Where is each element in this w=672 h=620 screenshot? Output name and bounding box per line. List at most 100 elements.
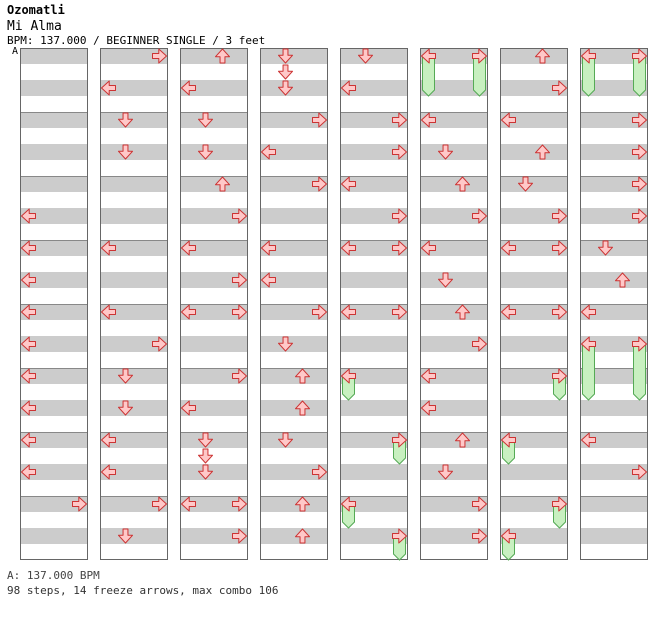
arrow-left <box>581 432 596 448</box>
column-border <box>420 48 488 560</box>
arrow-down <box>438 272 453 288</box>
arrow-right <box>632 112 647 128</box>
arrow-down <box>198 448 213 464</box>
arrow-right <box>152 48 167 64</box>
arrow-right <box>632 144 647 160</box>
beat-stripe <box>580 240 648 256</box>
arrow-head <box>278 48 293 64</box>
beat-stripe <box>420 336 488 352</box>
beat-stripe <box>100 208 168 224</box>
arrow-head <box>455 304 470 320</box>
beat-stripe <box>180 432 248 448</box>
beat-stripe <box>100 496 168 512</box>
arrow-head <box>501 112 516 128</box>
column-border <box>500 48 568 560</box>
beat-stripe <box>260 144 328 160</box>
beat-stripe <box>100 304 168 320</box>
beat-stripe <box>180 48 248 64</box>
arrow-head <box>21 208 36 224</box>
beat-stripe <box>180 304 248 320</box>
beat-stripe <box>180 112 248 128</box>
arrow-head <box>232 304 247 320</box>
column-border <box>20 48 88 560</box>
beat-stripe <box>420 464 488 480</box>
column-border <box>340 48 408 560</box>
arrow-head <box>472 336 487 352</box>
beat-stripe <box>340 432 408 448</box>
arrow-head <box>215 176 230 192</box>
arrow-down <box>278 432 293 448</box>
beat-stripe <box>180 80 248 96</box>
beat-stripe <box>260 80 328 96</box>
beat-stripe <box>340 80 408 96</box>
arrow-head <box>118 400 133 416</box>
beat-stripe <box>340 304 408 320</box>
beat-stripe <box>180 240 248 256</box>
beat-stripe <box>580 464 648 480</box>
beat-stripe <box>100 336 168 352</box>
beat-stripe <box>580 304 648 320</box>
arrow-left <box>581 304 596 320</box>
arrow-left <box>421 368 436 384</box>
arrow-head <box>472 496 487 512</box>
arrow-head <box>472 208 487 224</box>
beat-stripe <box>20 400 88 416</box>
arrow-right <box>232 304 247 320</box>
arrow-left <box>101 432 116 448</box>
beat-stripe <box>20 528 88 544</box>
beat-stripe <box>180 176 248 192</box>
arrow-head <box>341 176 356 192</box>
beat-stripe <box>580 368 648 384</box>
arrow-down <box>118 112 133 128</box>
beat-stripe <box>260 176 328 192</box>
arrow-head <box>501 304 516 320</box>
arrow-left <box>181 80 196 96</box>
arrow-left <box>421 400 436 416</box>
arrow-left <box>21 464 36 480</box>
beat-stripe <box>100 272 168 288</box>
arrow-head <box>552 208 567 224</box>
arrow-head <box>181 80 196 96</box>
arrow-right <box>312 464 327 480</box>
beat-stripe <box>260 400 328 416</box>
arrow-head <box>421 48 436 64</box>
arrow-head <box>181 304 196 320</box>
arrow-head <box>632 208 647 224</box>
beat-stripe <box>420 48 488 64</box>
arrow-down <box>118 400 133 416</box>
arrow-head <box>421 368 436 384</box>
beat-stripe <box>260 496 328 512</box>
arrow-up <box>215 176 230 192</box>
arrow-right <box>552 304 567 320</box>
beat-stripe <box>20 48 88 64</box>
arrow-left <box>421 240 436 256</box>
arrow-head <box>198 432 213 448</box>
arrow-left <box>341 240 356 256</box>
arrow-left <box>21 432 36 448</box>
arrow-head <box>118 112 133 128</box>
beat-stripe <box>20 112 88 128</box>
arrow-head <box>21 240 36 256</box>
arrow-left <box>421 112 436 128</box>
freeze-arrow-right <box>632 48 647 97</box>
freeze-arrow-left <box>501 432 516 465</box>
beat-stripe <box>340 272 408 288</box>
arrow-left <box>261 240 276 256</box>
arrow-right <box>472 336 487 352</box>
arrow-up <box>455 304 470 320</box>
arrow-right <box>152 496 167 512</box>
beat-stripe <box>420 368 488 384</box>
arrow-head <box>261 240 276 256</box>
beat-stripe <box>20 432 88 448</box>
arrow-down <box>198 112 213 128</box>
beat-stripe <box>580 208 648 224</box>
arrow-right <box>472 528 487 544</box>
arrow-down <box>118 368 133 384</box>
beat-stripe <box>500 272 568 288</box>
arrow-right <box>232 528 247 544</box>
beat-stripe <box>580 336 648 352</box>
beat-stripe <box>20 464 88 480</box>
arrow-head <box>632 48 647 64</box>
arrow-right <box>472 208 487 224</box>
arrow-up <box>455 176 470 192</box>
